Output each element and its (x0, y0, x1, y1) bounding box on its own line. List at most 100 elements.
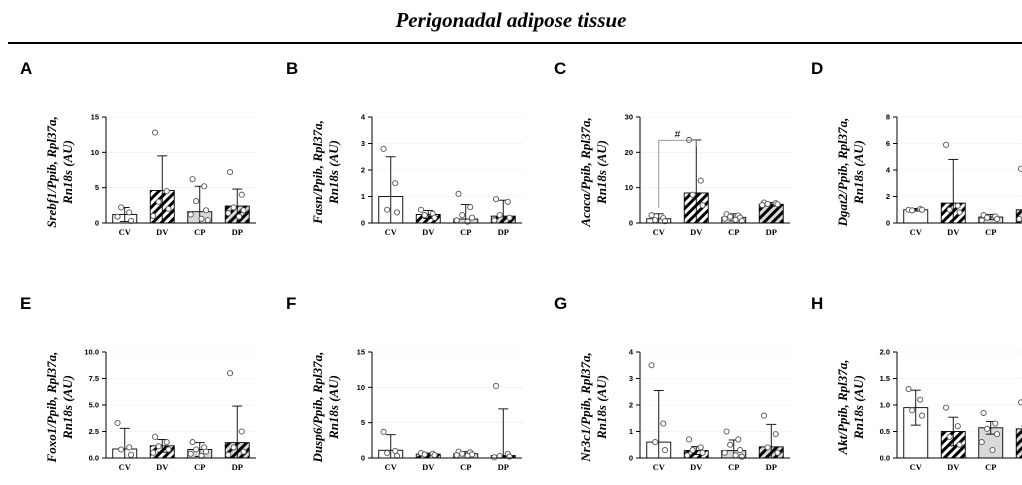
data-point (240, 448, 247, 455)
data-point (735, 436, 742, 443)
y-tick-label: 1 (361, 192, 365, 201)
category-label: CV (119, 227, 132, 237)
data-point (240, 207, 247, 214)
data-point (699, 202, 706, 209)
data-point (230, 444, 237, 451)
data-point (187, 450, 194, 457)
y-tick-label: 2.5 (89, 427, 99, 436)
panel-f: F Dusp6/Ppib, Rpl37a, Rn18s (AU) 0 5 10 15 CV DV… (286, 294, 522, 472)
data-point (994, 215, 1001, 223)
data-point (774, 201, 781, 208)
y-tick-label: 1.5 (880, 374, 890, 383)
significance-marker: # (675, 129, 681, 140)
data-point (684, 452, 691, 459)
category-label: DP (766, 462, 777, 472)
y-tick-label: 0.5 (880, 427, 890, 436)
data-point (150, 449, 157, 456)
data-point (226, 169, 234, 176)
panel-letter: G (554, 294, 567, 313)
y-axis-label: Dgat2/Ppib, Rpl37a, (835, 118, 850, 228)
data-point (978, 217, 985, 224)
category-label: CV (910, 462, 923, 472)
title-divider (8, 42, 1022, 44)
data-point (155, 443, 162, 450)
y-tick-label: 0 (629, 454, 633, 463)
y-tick-label: 5 (361, 418, 365, 427)
data-point (165, 446, 172, 453)
category-label: CP (728, 462, 739, 472)
data-point (151, 433, 159, 440)
y-tick-label: 5 (95, 183, 99, 192)
data-point (905, 386, 912, 393)
y-axis-label: Rn18s (AU) (326, 375, 341, 440)
data-point (689, 191, 696, 198)
data-point (1018, 165, 1022, 172)
y-axis-label: Acaca/Ppib, Rpl37a, (578, 117, 593, 227)
y-tick-label: 0.0 (880, 454, 890, 463)
y-tick-label: 0 (361, 219, 365, 228)
y-tick-label: 4 (629, 348, 634, 357)
data-point (994, 431, 1001, 438)
y-tick-label: 3 (361, 139, 365, 148)
data-point (984, 425, 991, 432)
data-point (380, 145, 387, 152)
data-point (727, 213, 734, 220)
data-point (652, 217, 659, 224)
data-point (235, 213, 243, 220)
y-tick-label: 5.0 (89, 401, 99, 410)
panel-letter: D (811, 59, 823, 78)
significance-bracket (658, 139, 697, 208)
data-point (943, 404, 950, 411)
data-point (431, 214, 438, 221)
data-point (198, 215, 205, 222)
data-point (774, 449, 781, 456)
panel-e: E Foxo1/Ppib, Rpl37a, Rn18s (AU) 0.0 2.5 5.0 7… (20, 294, 256, 472)
y-tick-label: 10 (91, 148, 99, 157)
data-point (150, 212, 157, 219)
data-point (697, 444, 704, 451)
data-point (984, 214, 991, 221)
category-label: CV (910, 227, 923, 237)
data-point (992, 420, 999, 427)
data-point (393, 209, 401, 216)
category-label: DP (498, 462, 509, 472)
data-point (453, 452, 460, 459)
data-point (238, 428, 245, 435)
category-label: CP (194, 227, 205, 237)
y-axis-label: Srebf1/Ppib, Rpl37a, (44, 116, 59, 228)
y-tick-label: 1 (629, 427, 633, 436)
data-point (689, 446, 696, 454)
data-point (201, 183, 208, 190)
data-point (392, 180, 399, 187)
data-point (384, 450, 391, 457)
y-axis-label: Rn18s (AU) (851, 140, 866, 205)
data-point (202, 207, 210, 214)
category-label: CV (385, 462, 398, 472)
data-point (193, 198, 200, 205)
y-tick-label: 10 (625, 183, 633, 192)
data-point (202, 448, 210, 455)
category-label: DP (498, 227, 509, 237)
data-point (1016, 215, 1022, 223)
data-point (459, 450, 466, 457)
data-point (761, 412, 768, 419)
category-label: DV (422, 227, 435, 237)
data-point (453, 217, 460, 224)
data-point (917, 396, 924, 403)
y-tick-label: 6 (886, 139, 890, 148)
data-point (392, 447, 399, 454)
data-point (193, 446, 200, 453)
y-axis-label: Nr3c1/Ppib, Rpl37a, (578, 352, 593, 462)
data-point (697, 177, 704, 184)
panel-letter: B (286, 59, 298, 78)
data-point (943, 141, 950, 148)
data-point (151, 129, 159, 136)
data-point (946, 433, 953, 440)
data-point (189, 439, 196, 446)
data-point (648, 362, 655, 369)
category-label: CP (194, 462, 205, 472)
data-point (492, 382, 500, 389)
category-label: CV (653, 462, 666, 472)
data-point (225, 210, 232, 217)
